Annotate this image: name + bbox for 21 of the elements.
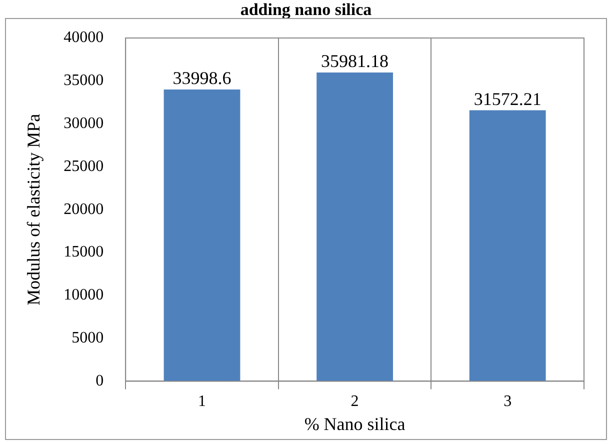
y-axis-title: Modulus of elasticity MPa <box>24 114 44 306</box>
y-tick-label: 5000 <box>72 330 104 347</box>
bar <box>164 89 240 382</box>
y-tick-label: 10000 <box>64 286 104 304</box>
y-tick-label: 20000 <box>64 200 104 218</box>
bar <box>469 110 546 382</box>
x-tick-label: 2 <box>350 393 359 410</box>
y-tick-label: 15000 <box>64 244 104 261</box>
y-tick-label: 0 <box>96 372 104 390</box>
chart-title: adding nano silica <box>239 0 373 20</box>
x-axis-title: % Nano silica <box>304 414 406 434</box>
y-tick-label: 35000 <box>64 72 104 90</box>
x-tick-label: 3 <box>504 393 512 410</box>
y-tick-label: 25000 <box>64 158 104 175</box>
y-tick-label: 30000 <box>64 115 104 132</box>
y-tick-label: 40000 <box>64 29 104 46</box>
x-tick-label: 1 <box>198 393 206 410</box>
data-label: 31572.21 <box>474 89 542 110</box>
bar <box>316 72 393 382</box>
data-label: 33998.6 <box>172 68 232 88</box>
data-label: 35981.18 <box>321 51 389 72</box>
